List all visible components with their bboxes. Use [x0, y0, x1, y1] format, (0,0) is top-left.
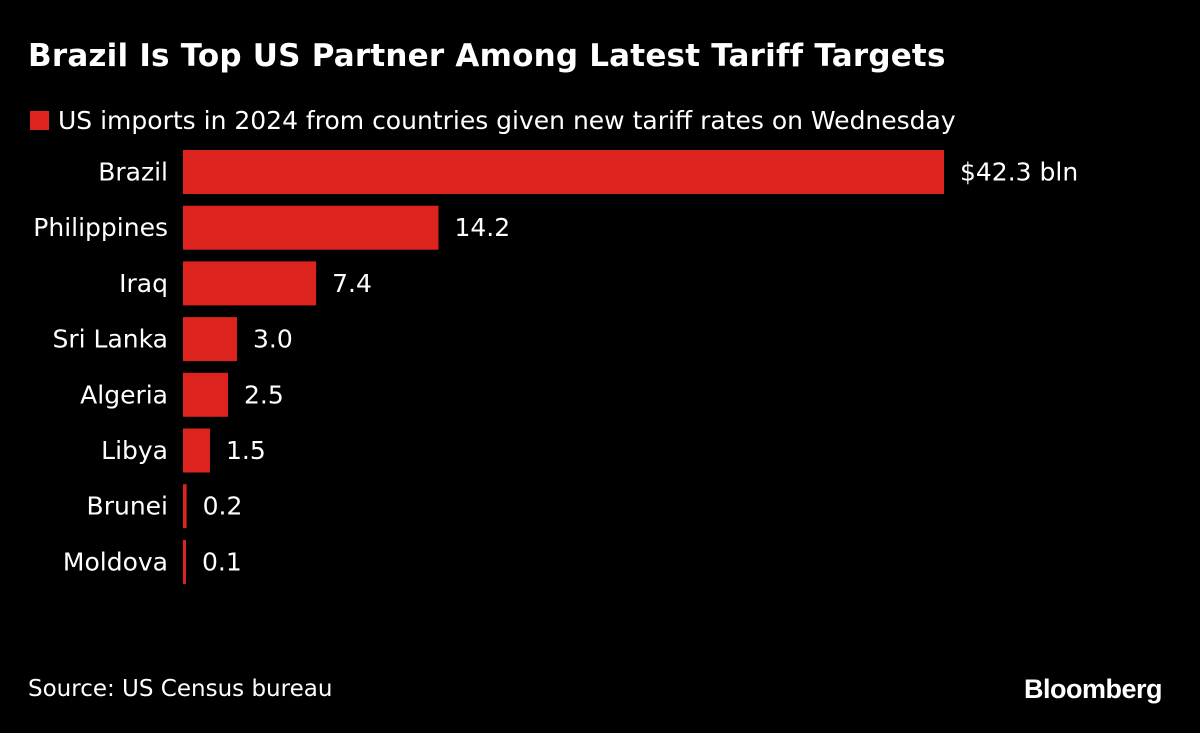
bar [183, 261, 317, 306]
category-label: Libya [101, 436, 168, 465]
legend-swatch [30, 110, 49, 130]
category-label: Sri Lanka [53, 325, 169, 354]
bar [183, 317, 237, 362]
bar [183, 372, 228, 417]
chart-legend: US imports in 2024 from countries given … [30, 103, 956, 137]
bloomberg-logo: Bloomberg [1023, 674, 1163, 704]
bar [183, 150, 944, 194]
category-label: Philippines [33, 213, 168, 242]
value-label: 14.2 [454, 213, 510, 242]
category-label: Algeria [80, 380, 168, 409]
category-label: Brunei [87, 492, 168, 521]
source-note: Source: US Census bureau [28, 676, 333, 702]
category-label: Iraq [119, 269, 168, 298]
value-label: 0.2 [203, 492, 243, 521]
value-label: 0.1 [202, 547, 242, 576]
bar [183, 428, 210, 473]
value-label: 3.0 [253, 325, 293, 354]
value-label: 1.5 [226, 436, 266, 465]
legend-label: US imports in 2024 from countries given … [58, 105, 956, 135]
value-label: $42.3 bln [960, 158, 1078, 187]
value-label: 7.4 [332, 269, 372, 298]
chart-title: Brazil Is Top US Partner Among Latest Ta… [28, 38, 946, 74]
bar [183, 539, 186, 584]
bar [183, 484, 187, 529]
bar [183, 205, 439, 250]
category-label: Brazil [98, 158, 168, 187]
category-label: Moldova [63, 547, 168, 576]
value-label: 2.5 [244, 380, 284, 409]
